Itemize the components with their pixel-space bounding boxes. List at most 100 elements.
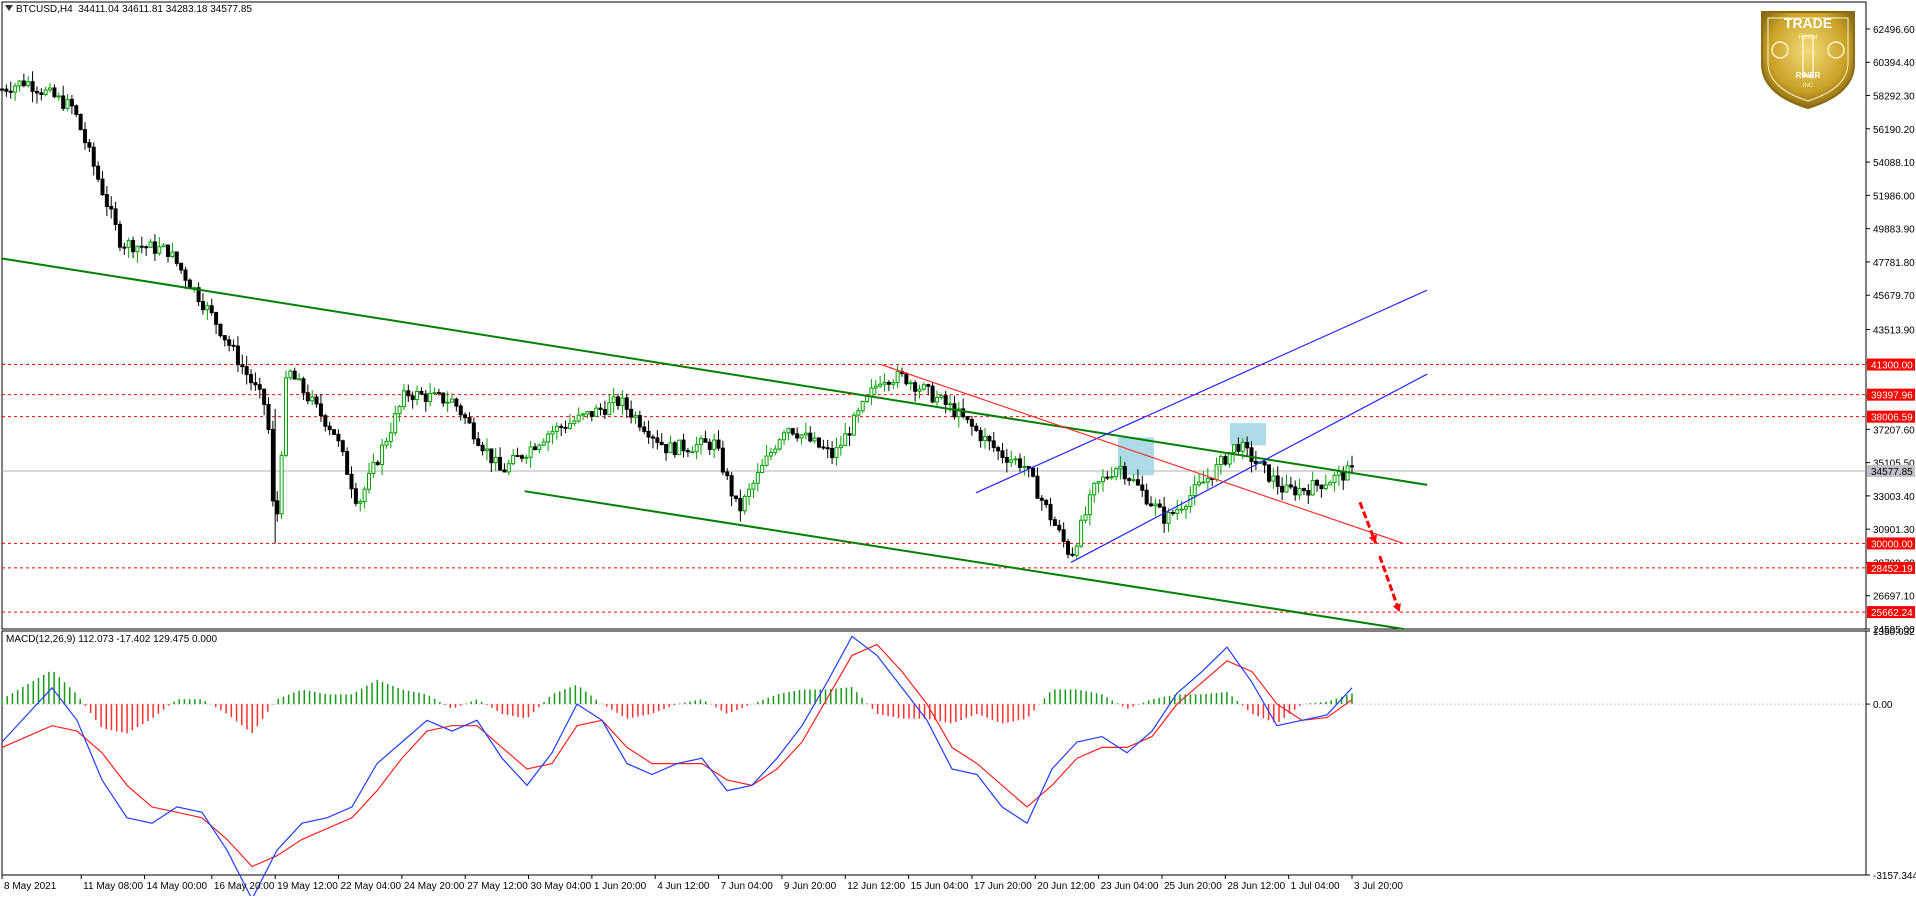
candle-body: [1066, 540, 1071, 555]
candle-body: [554, 425, 559, 432]
candle-body: [196, 287, 201, 303]
candle-body: [1035, 475, 1040, 499]
price-axis-label: 35105.50: [1873, 459, 1915, 470]
candle-body: [611, 396, 616, 404]
candle-body: [266, 403, 271, 430]
macd-axis-label: -3157.344: [1873, 871, 1916, 882]
candle-body: [996, 447, 1001, 452]
candle-body: [1323, 484, 1328, 490]
candle-body: [816, 437, 821, 448]
time-axis-label: 20 Jun 12:00: [1037, 881, 1095, 892]
candle-body: [139, 245, 144, 248]
candle-body: [1297, 488, 1302, 496]
candle-body: [1236, 444, 1241, 452]
candle-body: [860, 401, 865, 412]
candle-body: [96, 165, 101, 180]
candle-body: [786, 428, 791, 434]
candle-body: [43, 89, 48, 95]
candle-body: [948, 403, 953, 406]
candle-body: [205, 305, 210, 311]
time-axis-label: 8 May 2021: [4, 881, 57, 892]
candle-body: [1249, 447, 1254, 463]
candle-body: [974, 425, 979, 431]
time-axis-label: 23 Jun 04:00: [1101, 881, 1159, 892]
candle-body: [921, 384, 926, 390]
time-axis-label: 19 May 12:00: [277, 881, 338, 892]
price-axis-label: 58292.30: [1873, 92, 1915, 103]
candle-body: [607, 402, 612, 415]
candle-body: [851, 414, 856, 436]
candle-body: [231, 344, 236, 347]
trendline-wedge-lower: [1070, 373, 1428, 563]
candle-body: [712, 439, 717, 450]
candle-body: [200, 301, 205, 311]
candle-body: [419, 390, 424, 395]
candle-body: [244, 366, 249, 376]
candle-body: [135, 245, 140, 253]
candle-body: [581, 413, 586, 416]
candle-body: [1004, 456, 1009, 463]
ohlc-readout: 34411.04 34611.81 34283.18 34577.85: [78, 4, 252, 15]
candle-body: [1275, 475, 1280, 487]
forecast-arrow-head: [1392, 603, 1401, 613]
candle-body: [301, 378, 306, 394]
level-price-label: 39397.96: [1871, 391, 1913, 402]
candle-body: [572, 420, 577, 425]
candle-body: [991, 440, 996, 449]
candle-body: [1144, 489, 1149, 505]
candle-body: [8, 90, 13, 93]
candle-body: [78, 113, 83, 131]
candle-body: [423, 393, 428, 402]
price-axis-label: 43513.90: [1873, 325, 1915, 336]
candle-body: [375, 461, 380, 465]
price-axis-label: 62496.60: [1873, 25, 1915, 36]
candle-body: [305, 392, 310, 402]
candle-body: [310, 396, 315, 402]
candle-body: [616, 396, 621, 407]
candle-body: [187, 279, 192, 289]
candle-body: [1280, 485, 1285, 493]
candle-body: [939, 395, 944, 399]
candle-body: [655, 437, 660, 443]
candle-body: [563, 426, 568, 429]
candle-body: [1223, 456, 1228, 465]
time-axis-label: 28 Jun 12:00: [1227, 881, 1285, 892]
candle-body: [541, 441, 546, 446]
candle-body: [104, 194, 109, 207]
candle-body: [1192, 484, 1197, 497]
candle-body: [126, 240, 131, 248]
candle-body: [751, 482, 756, 490]
candle-body: [410, 395, 415, 401]
candle-body: [1262, 461, 1267, 466]
candle-body: [249, 374, 254, 384]
price-axis-label: 60394.40: [1873, 58, 1915, 69]
price-axis-label: 45679.70: [1873, 291, 1915, 302]
candle-body: [934, 397, 939, 403]
trendline-channel-upper: [1, 257, 1428, 486]
candle-body: [100, 178, 105, 196]
candle-body: [87, 142, 92, 148]
time-axis-label: 22 May 04:00: [341, 881, 402, 892]
candle-body: [0, 88, 4, 91]
candle-body: [1218, 456, 1223, 466]
candle-body: [406, 390, 411, 397]
candle-body: [515, 455, 520, 458]
symbol-label: BTCUSD,H4: [16, 4, 73, 15]
candle-body: [533, 446, 538, 451]
candle-body: [537, 444, 542, 451]
time-axis-label: 15 Jun 04:00: [911, 881, 969, 892]
candle-body: [808, 432, 813, 442]
candle-body: [782, 432, 787, 441]
candle-body: [908, 382, 913, 385]
candle-body: [48, 87, 53, 91]
candle-body: [843, 433, 848, 446]
candle-body: [1131, 479, 1136, 482]
candle-body: [1083, 514, 1088, 521]
candle-body: [26, 81, 31, 87]
candle-body: [122, 246, 127, 249]
candle-body: [1266, 464, 1271, 482]
current-price-tag: [1867, 464, 1915, 477]
candle-body: [1149, 503, 1154, 507]
symbol-menu-icon[interactable]: [5, 5, 13, 11]
